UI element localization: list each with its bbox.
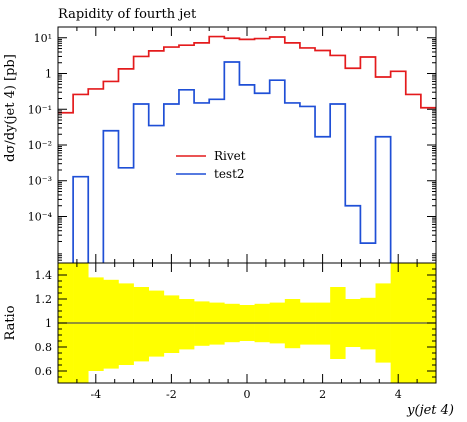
ratio-band-bin [178,299,195,350]
x-tick-label: 4 [395,388,402,401]
ratio-band-bin [103,279,119,369]
ratio-band-bin [163,295,180,353]
x-tick-label: 0 [244,388,251,401]
main-y-tick-label: 10⁻¹ [28,103,52,116]
x-tick-label: -4 [90,388,101,401]
ratio-y-tick-label: 1 [45,317,52,330]
series-line-rivet [58,35,436,114]
main-panel: Rapidity of fourth jet 10¹110⁻¹10⁻²10⁻³1… [3,7,437,264]
main-plot-area: 10¹ 1 10⁻¹ 10⁻² 10⁻³ 10⁻⁴ [28,26,437,264]
ratio-band-bin [133,287,150,362]
legend-label-test2: test2 [214,167,245,181]
ratio-plot-area: -4 -2 0 2 4 0.6 0.8 1 1.2 1.4 [35,262,437,401]
main-frame [57,26,437,264]
ratio-panel: -4 -2 0 2 4 0.6 0.8 1 1.2 1.4 Ratio y(jet 4) [3,262,454,418]
main-y-axis-label: dσ/dy(jet 4) [pb] [3,54,18,162]
main-y-tick-label: 1 [45,68,52,81]
ratio-y-axis-label: Ratio [3,305,18,340]
ratio-band-bin [118,283,134,365]
main-y-tick-label: 10⁻² [28,139,52,152]
plot-title: Rapidity of fourth jet [58,7,197,22]
ratio-y-tick-label: 1.2 [35,293,53,306]
legend-label-rivet: Rivet [214,149,246,163]
legend: Rivet test2 [176,149,246,181]
ratio-band-bin [88,277,104,371]
main-y-tick-label: 10⁻³ [28,175,52,188]
ratio-y-tick-label: 0.8 [35,341,53,354]
x-tick-label: -2 [166,388,177,401]
ratio-y-tick-label: 1.4 [35,269,53,282]
x-tick-label: 2 [319,388,326,401]
main-y-tick-label: 10⁻⁴ [28,210,53,223]
main-y-tick-label: 10¹ [34,32,52,45]
x-axis-label: y(jet 4) [406,403,454,418]
ratio-y-tick-label: 0.6 [35,365,53,378]
series-line-test2 [72,61,392,263]
